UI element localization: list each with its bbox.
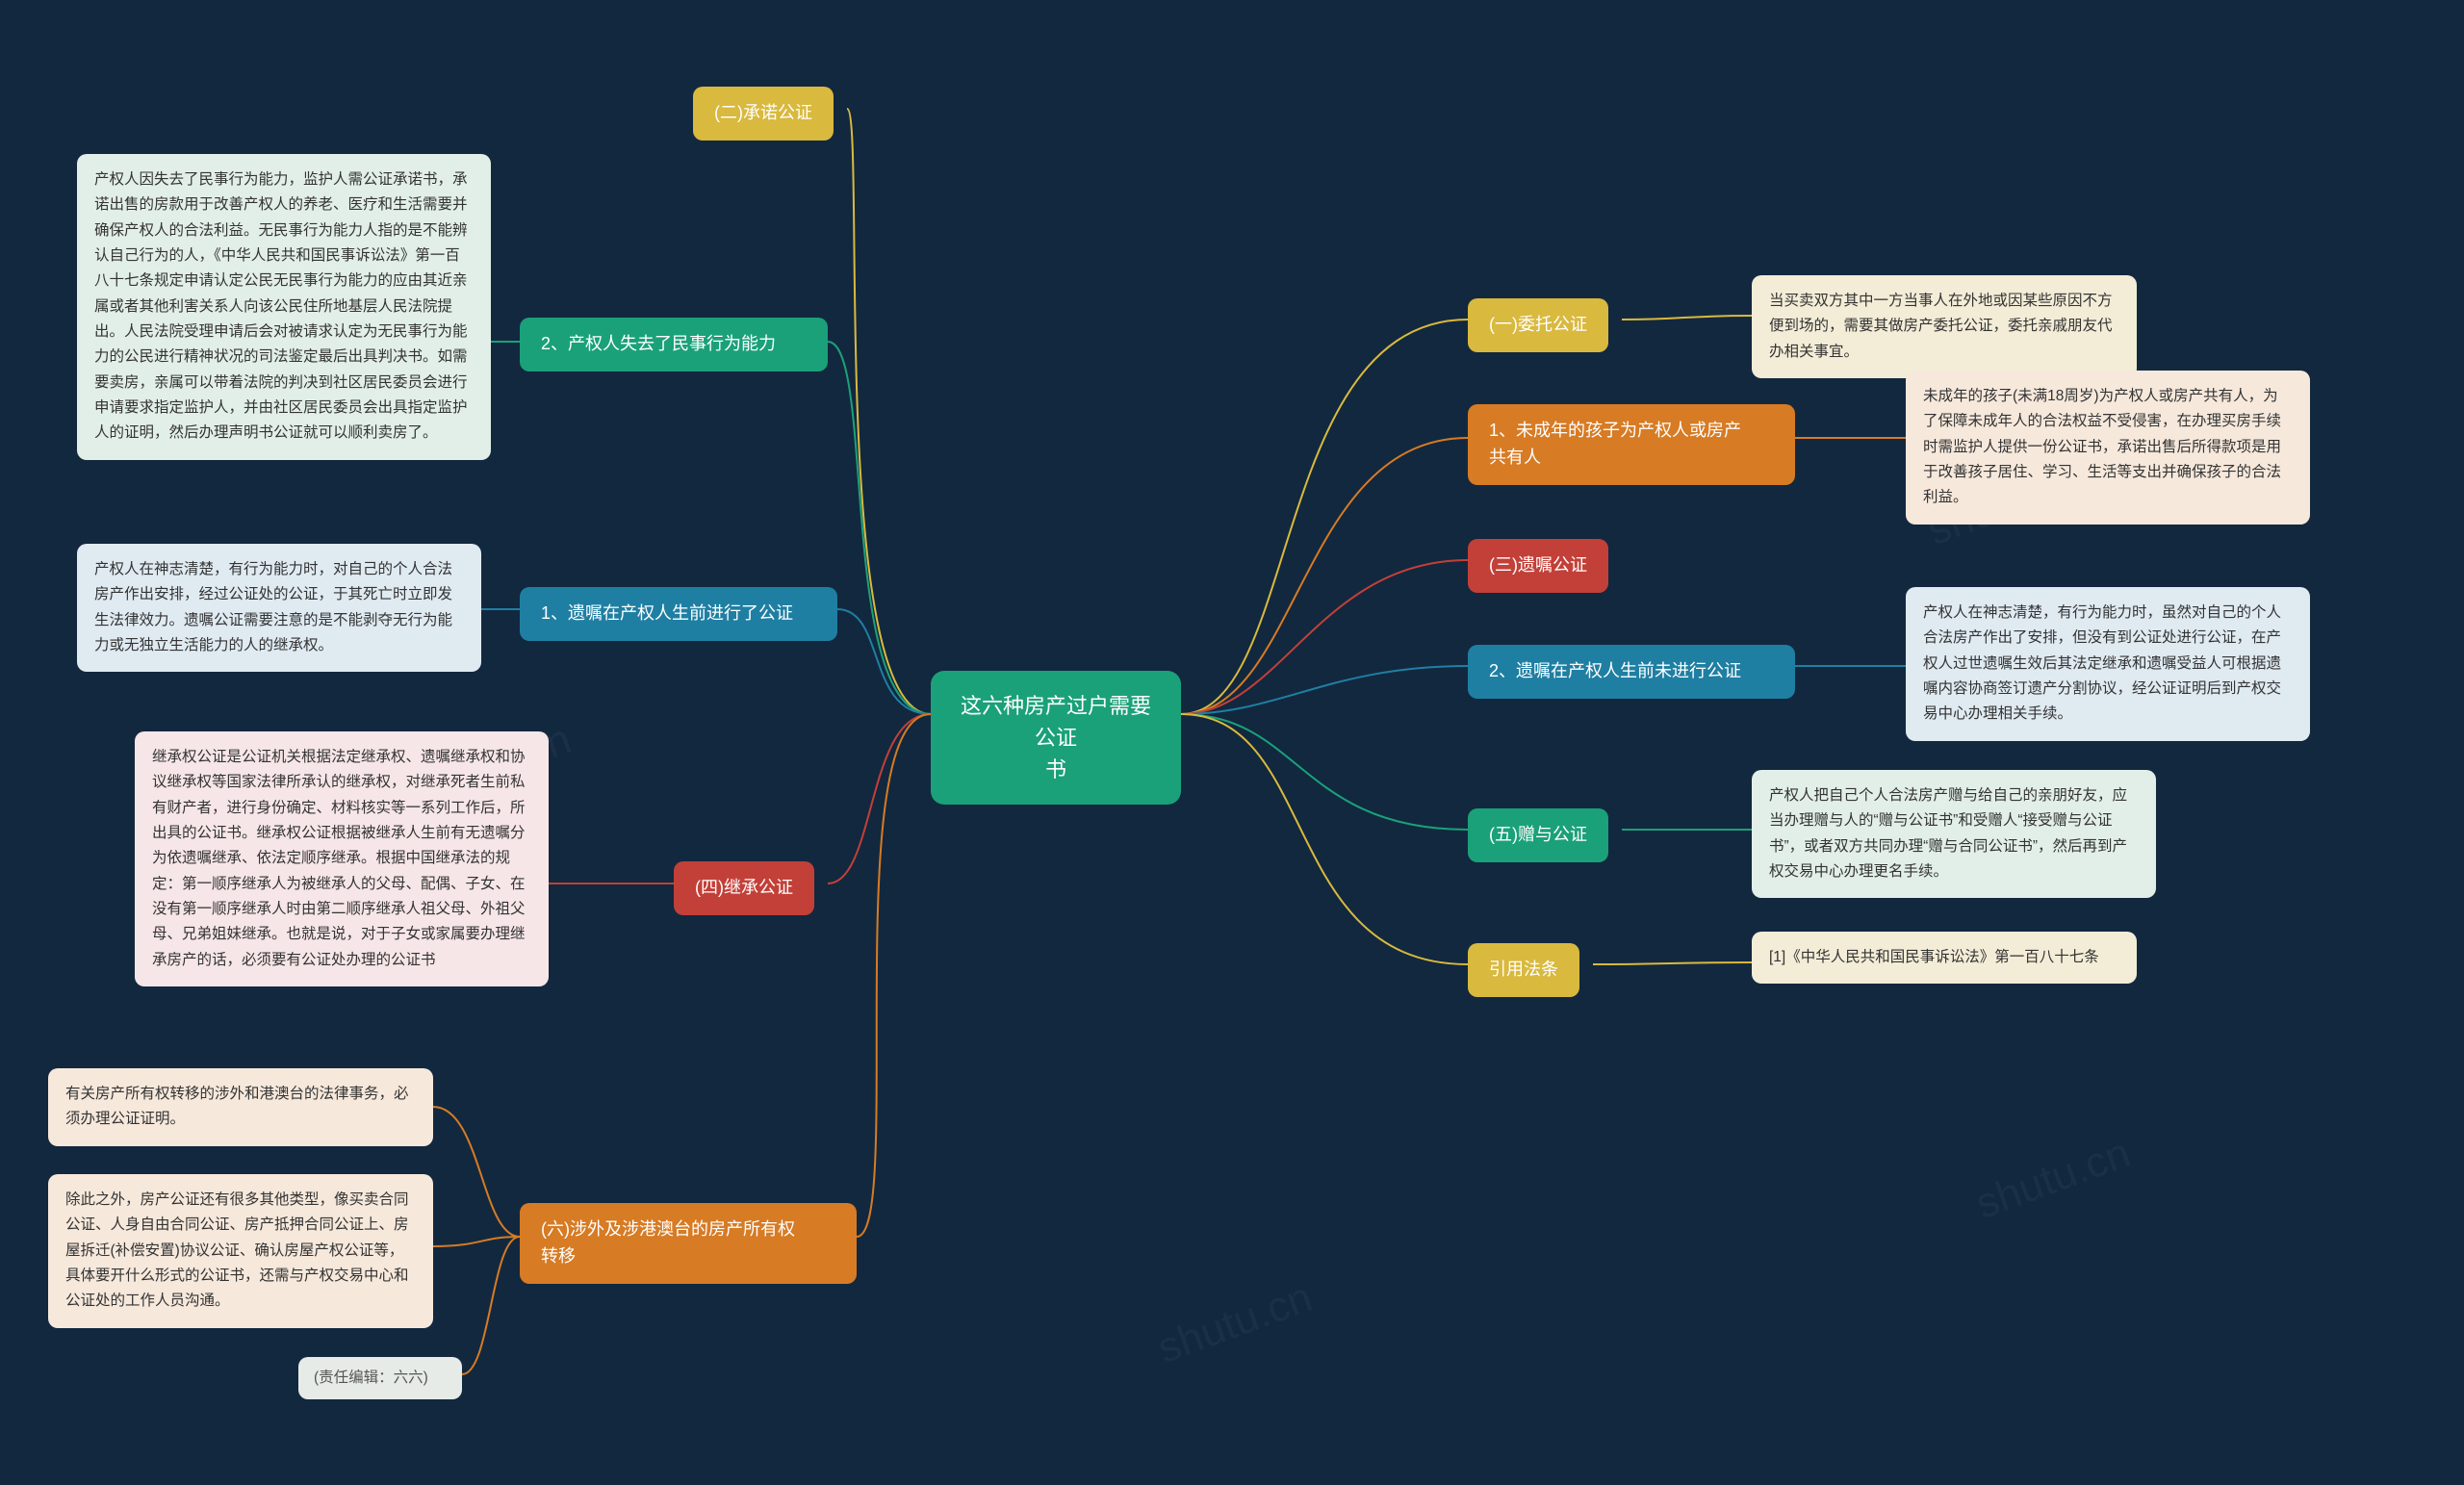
branch-incapacity[interactable]: 2、产权人失去了民事行为能力 bbox=[520, 318, 828, 371]
branch-label: (一)委托公证 bbox=[1489, 315, 1587, 334]
branch-gift-notary[interactable]: (五)赠与公证 bbox=[1468, 808, 1608, 862]
detail-citation: [1]《中华人民共和国民事诉讼法》第一百八十七条 bbox=[1752, 932, 2137, 984]
branch-citation[interactable]: 引用法条 bbox=[1468, 943, 1579, 997]
detail-will-notarized-before: 产权人在神志清楚，有行为能力时，对自己的个人合法房产作出安排，经过公证处的公证，… bbox=[77, 544, 481, 672]
detail-text: 产权人在神志清楚，有行为能力时，虽然对自己的个人合法房产作出了安排，但没有到公证… bbox=[1923, 604, 2281, 722]
center-label: 这六种房产过户需要公证书 bbox=[961, 694, 1151, 781]
branch-label: 引用法条 bbox=[1489, 960, 1558, 979]
detail-foreign-2: 除此之外，房产公证还有很多其他类型，像买卖合同公证、人身自由合同公证、房产抵押合… bbox=[48, 1174, 433, 1328]
branch-label: 2、遗嘱在产权人生前未进行公证 bbox=[1489, 661, 1741, 680]
branch-label: (五)赠与公证 bbox=[1489, 825, 1587, 844]
editor-credit: (责任编辑：六六) bbox=[298, 1357, 462, 1399]
branch-inheritance-notary[interactable]: (四)继承公证 bbox=[674, 861, 814, 915]
detail-text: 继承权公证是公证机关根据法定继承权、遗嘱继承权和协议继承权等国家法律所承认的继承… bbox=[152, 749, 526, 968]
detail-will-not-notarized: 产权人在神志清楚，有行为能力时，虽然对自己的个人合法房产作出了安排，但没有到公证… bbox=[1906, 587, 2310, 741]
branch-foreign-hk-mo-tw[interactable]: (六)涉外及涉港澳台的房产所有权转移 bbox=[520, 1203, 857, 1284]
detail-foreign-1: 有关房产所有权转移的涉外和港澳台的法律事务，必须办理公证证明。 bbox=[48, 1068, 433, 1146]
branch-will-notarized-before[interactable]: 1、遗嘱在产权人生前进行了公证 bbox=[520, 587, 837, 641]
branch-label: (四)继承公证 bbox=[695, 878, 793, 897]
branch-entrust-notary[interactable]: (一)委托公证 bbox=[1468, 298, 1608, 352]
detail-text: 除此之外，房产公证还有很多其他类型，像买卖合同公证、人身自由合同公证、房产抵押合… bbox=[65, 1191, 409, 1309]
branch-minor-owner[interactable]: 1、未成年的孩子为产权人或房产共有人 bbox=[1468, 404, 1795, 485]
detail-inheritance-notary: 继承权公证是公证机关根据法定继承权、遗嘱继承权和协议继承权等国家法律所承认的继承… bbox=[135, 731, 549, 986]
branch-will-not-notarized[interactable]: 2、遗嘱在产权人生前未进行公证 bbox=[1468, 645, 1795, 699]
detail-text: 未成年的孩子(未满18周岁)为产权人或房产共有人，为了保障未成年人的合法权益不受… bbox=[1923, 388, 2281, 505]
branch-label: 2、产权人失去了民事行为能力 bbox=[541, 334, 776, 353]
watermark: shutu.cn bbox=[1151, 1273, 1318, 1373]
detail-text: 产权人把自己个人合法房产赠与给自己的亲朋好友，应当办理赠与人的“赠与公证书”和受… bbox=[1769, 787, 2127, 880]
detail-text: [1]《中华人民共和国民事诉讼法》第一百八十七条 bbox=[1769, 949, 2099, 965]
branch-promise-notary[interactable]: (二)承诺公证 bbox=[693, 87, 834, 141]
branch-label: (六)涉外及涉港澳台的房产所有权转移 bbox=[541, 1219, 795, 1266]
detail-minor-owner: 未成年的孩子(未满18周岁)为产权人或房产共有人，为了保障未成年人的合法权益不受… bbox=[1906, 371, 2310, 525]
branch-label: (三)遗嘱公证 bbox=[1489, 555, 1587, 575]
detail-text: 当买卖双方其中一方当事人在外地或因某些原因不方便到场的，需要其做房产委托公证，委… bbox=[1769, 293, 2113, 360]
detail-gift-notary: 产权人把自己个人合法房产赠与给自己的亲朋好友，应当办理赠与人的“赠与公证书”和受… bbox=[1752, 770, 2156, 898]
watermark: shutu.cn bbox=[1969, 1129, 2136, 1229]
branch-label: 1、未成年的孩子为产权人或房产共有人 bbox=[1489, 421, 1741, 467]
branch-label: (二)承诺公证 bbox=[714, 103, 812, 122]
branch-label: 1、遗嘱在产权人生前进行了公证 bbox=[541, 603, 793, 623]
detail-text: (责任编辑：六六) bbox=[314, 1370, 428, 1386]
branch-will-notary[interactable]: (三)遗嘱公证 bbox=[1468, 539, 1608, 593]
detail-entrust-notary: 当买卖双方其中一方当事人在外地或因某些原因不方便到场的，需要其做房产委托公证，委… bbox=[1752, 275, 2137, 378]
detail-text: 产权人因失去了民事行为能力，监护人需公证承诺书，承诺出售的房款用于改善产权人的养… bbox=[94, 171, 468, 441]
detail-text: 产权人在神志清楚，有行为能力时，对自己的个人合法房产作出安排，经过公证处的公证，… bbox=[94, 561, 452, 653]
center-topic[interactable]: 这六种房产过户需要公证书 bbox=[931, 671, 1181, 805]
detail-incapacity: 产权人因失去了民事行为能力，监护人需公证承诺书，承诺出售的房款用于改善产权人的养… bbox=[77, 154, 491, 460]
detail-text: 有关房产所有权转移的涉外和港澳台的法律事务，必须办理公证证明。 bbox=[65, 1086, 409, 1127]
